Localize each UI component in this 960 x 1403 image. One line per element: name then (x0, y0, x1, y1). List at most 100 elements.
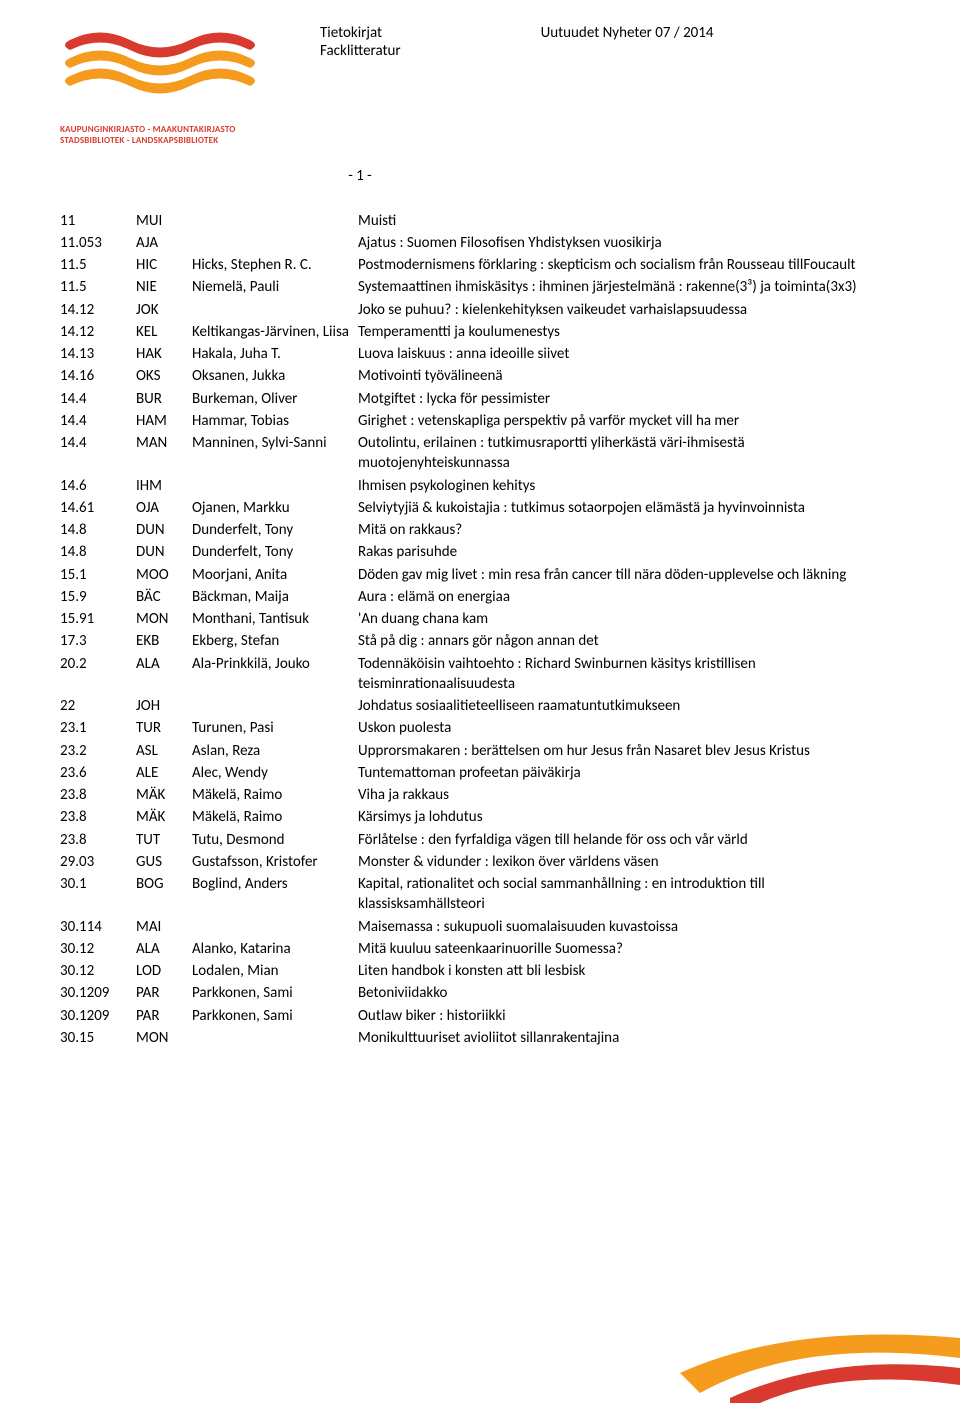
library-logo-icon (60, 20, 280, 120)
shelf-code: TUT (136, 830, 192, 852)
table-row: 14.12JOKJoko se puhuu? : kielenkehitykse… (60, 300, 900, 322)
author: Mäkelä, Raimo (192, 807, 358, 829)
table-row: 14.4BURBurkeman, OliverMotgiftet : lycka… (60, 389, 900, 411)
logo-text-line2: STADSBIBLIOTEK - LANDSKAPSBIBLIOTEK (60, 136, 320, 147)
author (192, 211, 358, 233)
shelf-code: MUI (136, 211, 192, 233)
shelf-code: MON (136, 609, 192, 631)
author (192, 1028, 358, 1050)
table-row: 23.2ASLAslan, RezaUpprorsmakaren : berät… (60, 741, 900, 763)
class-number: 17.3 (60, 631, 136, 653)
doc-category-line1: Tietokirjat (320, 24, 401, 42)
book-title: Outolintu, erilainen : tutkimusraportti … (358, 433, 900, 476)
shelf-code: JOK (136, 300, 192, 322)
table-row: 29.03GUSGustafsson, KristoferMonster & v… (60, 852, 900, 874)
class-number: 11 (60, 211, 136, 233)
class-number: 14.8 (60, 520, 136, 542)
class-number: 14.61 (60, 498, 136, 520)
shelf-code: DUN (136, 542, 192, 564)
author: Parkkonen, Sami (192, 983, 358, 1005)
class-number: 22 (60, 696, 136, 718)
author: Ekberg, Stefan (192, 631, 358, 653)
book-title: Maisemassa : sukupuoli suomalaisuuden ku… (358, 917, 900, 939)
book-title: Liten handbok i konsten att bli lesbisk (358, 961, 900, 983)
author: Parkkonen, Sami (192, 1006, 358, 1028)
table-row: 14.4HAMHammar, TobiasGirighet : vetenska… (60, 411, 900, 433)
class-number: 29.03 (60, 852, 136, 874)
shelf-code: MOO (136, 565, 192, 587)
class-number: 30.15 (60, 1028, 136, 1050)
class-number: 14.4 (60, 411, 136, 433)
author: Hicks, Stephen R. C. (192, 255, 358, 277)
class-number: 14.6 (60, 476, 136, 498)
author: Dunderfelt, Tony (192, 542, 358, 564)
table-row: 11.5NIENiemelä, PauliSystemaattinen ihmi… (60, 277, 900, 299)
book-title: Mitä kuuluu sateenkaarinuorille Suomessa… (358, 939, 900, 961)
shelf-code: ALE (136, 763, 192, 785)
table-row: 11MUIMuisti (60, 211, 900, 233)
table-row: 14.13HAKHakala, Juha T.Luova laiskuus : … (60, 344, 900, 366)
table-row: 11.5HICHicks, Stephen R. C.Postmodernism… (60, 255, 900, 277)
book-title: Monster & vidunder : lexikon över världe… (358, 852, 900, 874)
shelf-code: DUN (136, 520, 192, 542)
table-row: 23.1TURTurunen, PasiUskon puolesta (60, 718, 900, 740)
author: Burkeman, Oliver (192, 389, 358, 411)
book-title: Viha ja rakkaus (358, 785, 900, 807)
table-row: 30.114MAIMaisemassa : sukupuoli suomalai… (60, 917, 900, 939)
class-number: 30.1209 (60, 1006, 136, 1028)
class-number: 23.8 (60, 830, 136, 852)
table-row: 15.9BÄCBäckman, MaijaAura : elämä on ene… (60, 587, 900, 609)
author: Gustafsson, Kristofer (192, 852, 358, 874)
table-row: 14.6IHMIhmisen psykologinen kehitys (60, 476, 900, 498)
class-number: 15.9 (60, 587, 136, 609)
table-row: 14.16OKSOksanen, JukkaMotivointi työväli… (60, 366, 900, 388)
class-number: 15.91 (60, 609, 136, 631)
table-row: 17.3EKBEkberg, StefanStå på dig : annars… (60, 631, 900, 653)
author: Alec, Wendy (192, 763, 358, 785)
book-title: Johdatus sosiaalitieteelliseen raamatunt… (358, 696, 900, 718)
class-number: 30.12 (60, 939, 136, 961)
class-number: 11.053 (60, 233, 136, 255)
shelf-code: MAN (136, 433, 192, 476)
footer-swoosh-icon (620, 1283, 960, 1403)
book-title: Joko se puhuu? : kielenkehityksen vaikeu… (358, 300, 900, 322)
header: KAUPUNGINKIRJASTO - MAAKUNTAKIRJASTO STA… (60, 20, 900, 147)
table-row: 23.8MÄKMäkelä, RaimoKärsimys ja lohdutus (60, 807, 900, 829)
author: Monthani, Tantisuk (192, 609, 358, 631)
shelf-code: HIC (136, 255, 192, 277)
doc-category-line2: Facklitteratur (320, 42, 401, 60)
author (192, 300, 358, 322)
table-row: 11.053AJA Ajatus : Suomen Filosofisen Yhd… (60, 233, 900, 255)
table-row: 14.8DUNDunderfelt, TonyRakas parisuhde (60, 542, 900, 564)
shelf-code: PAR (136, 983, 192, 1005)
book-title: Ajatus : Suomen Filosofisen Yhdistyksen … (358, 233, 900, 255)
shelf-code: PAR (136, 1006, 192, 1028)
shelf-code: MÄK (136, 807, 192, 829)
book-title: Tuntemattoman profeetan päiväkirja (358, 763, 900, 785)
table-row: 14.12KELKeltikangas-Järvinen, LiisaTempe… (60, 322, 900, 344)
book-title: Temperamentti ja koulumenestys (358, 322, 900, 344)
shelf-code: KEL (136, 322, 192, 344)
author: Lodalen, Mian (192, 961, 358, 983)
class-number: 23.6 (60, 763, 136, 785)
author: Bäckman, Maija (192, 587, 358, 609)
shelf-code: OKS (136, 366, 192, 388)
doc-edition: Uutuudet Nyheter 07 / 2014 (541, 24, 714, 42)
shelf-code: AJA (136, 233, 192, 255)
author: Aslan, Reza (192, 741, 358, 763)
shelf-code: IHM (136, 476, 192, 498)
shelf-code: ASL (136, 741, 192, 763)
book-title: Stå på dig : annars gör någon annan det (358, 631, 900, 653)
author (192, 917, 358, 939)
table-row: 14.61OJAOjanen, MarkkuSelviytyjiä & kuko… (60, 498, 900, 520)
author: Niemelä, Pauli (192, 277, 358, 299)
book-title: Motgiftet : lycka för pessimister (358, 389, 900, 411)
table-row: 23.8TUTTutu, DesmondFörlåtelse : den fyr… (60, 830, 900, 852)
class-number: 30.12 (60, 961, 136, 983)
book-list-table: 11MUIMuisti11.053AJA Ajatus : Suomen Filo… (60, 211, 900, 1051)
shelf-code: MON (136, 1028, 192, 1050)
author (192, 233, 358, 255)
table-row: 20.2ALAAla-Prinkkilä, JoukoTodennäköisin… (60, 654, 900, 697)
shelf-code: GUS (136, 852, 192, 874)
shelf-code: JOH (136, 696, 192, 718)
